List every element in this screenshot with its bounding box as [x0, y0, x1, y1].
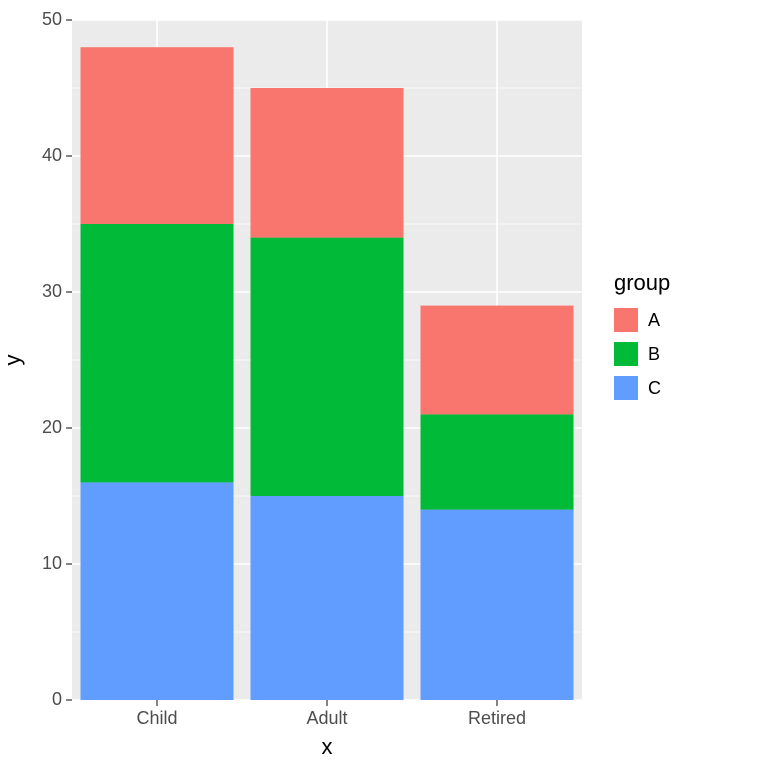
x-axis-title: x: [322, 734, 333, 759]
bar-segment: [251, 88, 404, 238]
bar-segment: [81, 482, 234, 700]
legend-key: [614, 376, 638, 400]
x-tick-label: Adult: [306, 708, 347, 728]
y-tick-label: 20: [42, 417, 62, 437]
y-tick-label: 30: [42, 281, 62, 301]
bar-segment: [81, 47, 234, 224]
y-tick-label: 40: [42, 145, 62, 165]
legend-key: [614, 308, 638, 332]
y-tick-label: 10: [42, 553, 62, 573]
bar-segment: [251, 238, 404, 496]
y-tick-label: 0: [52, 689, 62, 709]
stacked-bar-chart: 0 10 20 30 40 50 Child Adult Retired x y group ABC: [0, 0, 768, 768]
bar-segment: [81, 224, 234, 482]
legend-key: [614, 342, 638, 366]
bar-segment: [421, 414, 574, 509]
legend-label: C: [648, 378, 661, 398]
legend-label: A: [648, 310, 660, 330]
x-tick-label: Retired: [468, 708, 526, 728]
bar-segment: [421, 510, 574, 700]
legend-label: B: [648, 344, 660, 364]
bar-segment: [251, 496, 404, 700]
y-tick-label: 50: [42, 9, 62, 29]
y-axis-title: y: [0, 355, 25, 366]
bar-segment: [421, 306, 574, 415]
x-tick-label: Child: [136, 708, 177, 728]
legend-title: group: [614, 270, 670, 295]
